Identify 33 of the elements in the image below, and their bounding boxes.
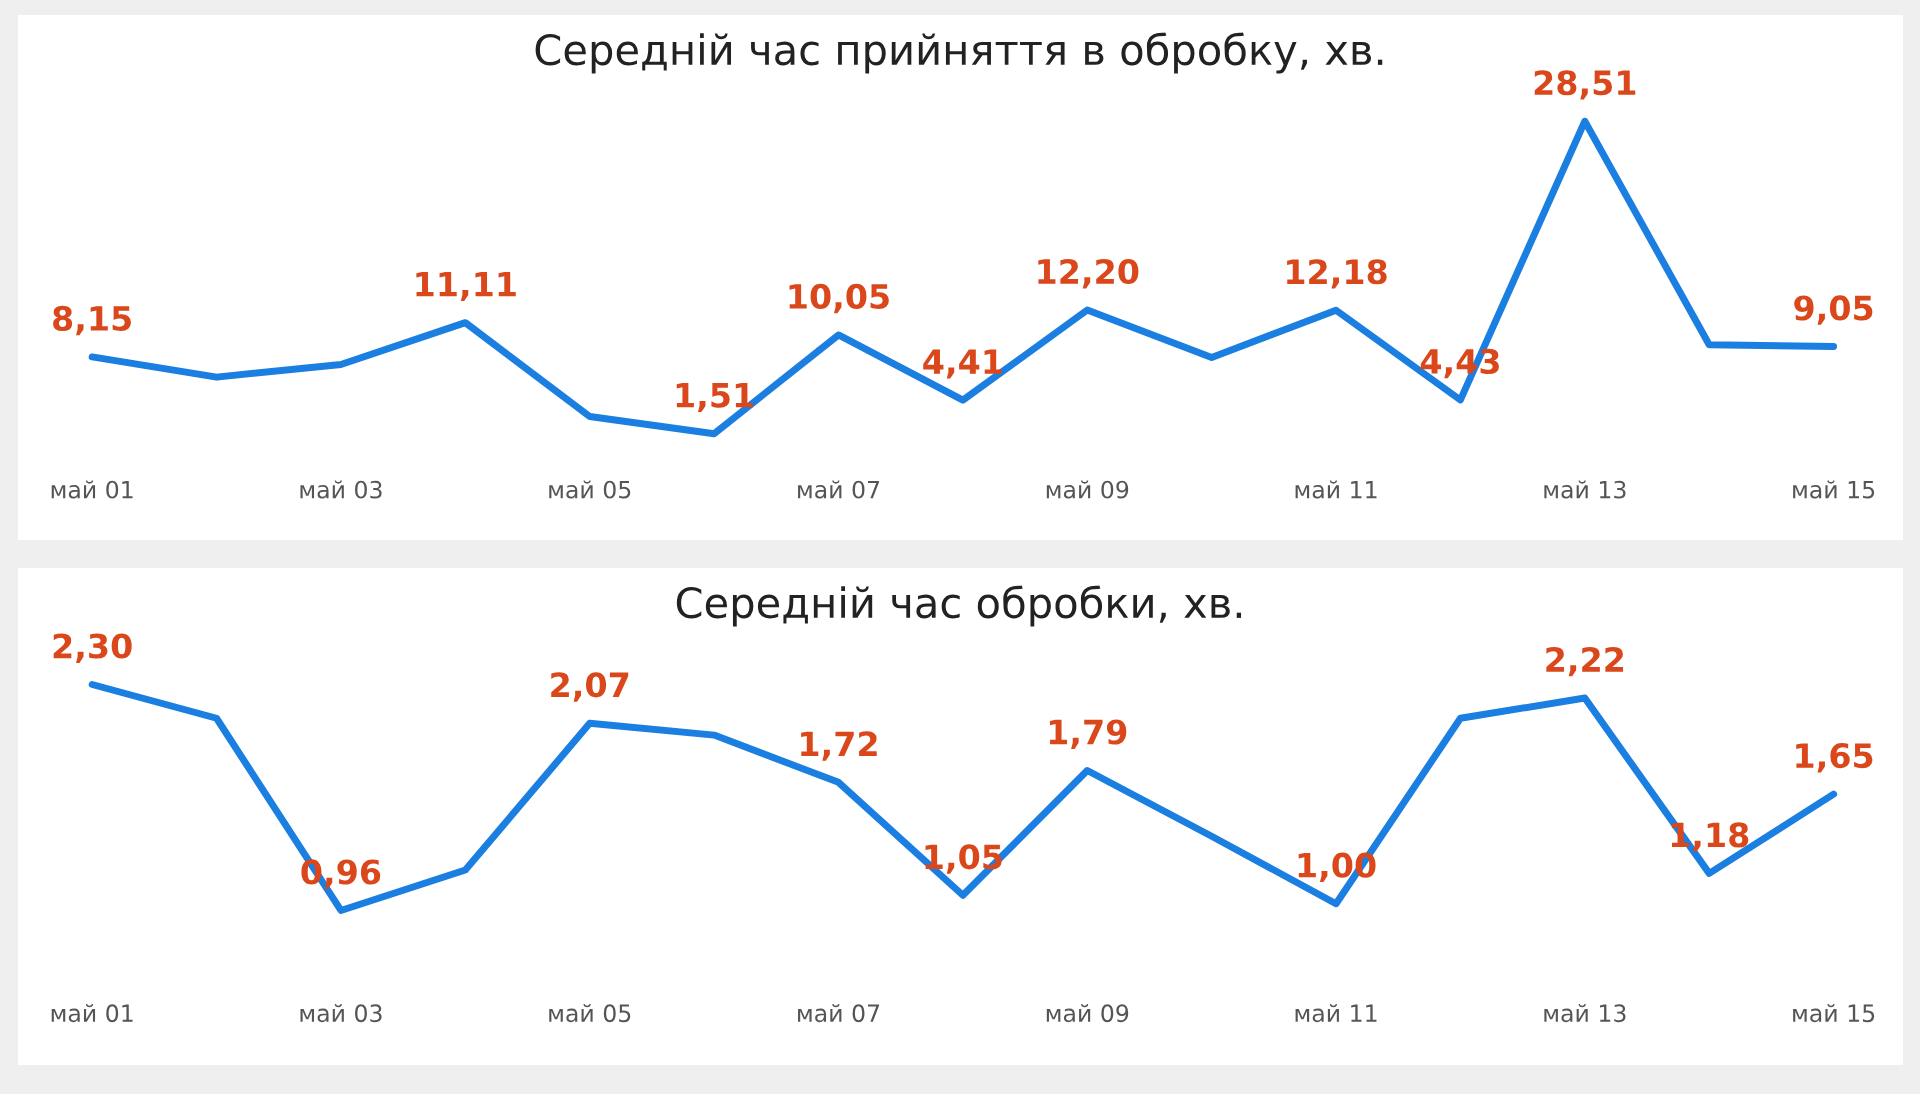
data-label: 28,51 [1534,70,1636,100]
x-tick-label: май 07 [798,480,880,499]
x-tick-label: май 05 [549,480,631,499]
data-label: 12,18 [1287,259,1387,289]
x-tick-label: май 07 [798,1004,880,1023]
x-tick-label: май 15 [1793,480,1875,499]
data-label: 2,22 [1546,646,1624,677]
x-tick-label: май 01 [51,480,133,499]
x-tick-label: май 13 [1544,1004,1626,1023]
x-tick-label: май 01 [51,1004,133,1023]
x-tick-label: май 09 [1046,480,1129,499]
data-label: 2,07 [551,672,629,702]
data-label: 9,05 [1794,295,1873,325]
x-tick-label: май 11 [1295,480,1377,499]
x-tick-label: май 03 [300,1004,382,1023]
data-label: 12,20 [1038,258,1139,289]
data-label: 4,41 [923,349,1002,379]
x-tick-label: май 03 [300,480,382,499]
x-tick-label: май 11 [1295,1004,1377,1023]
chart-title: Середній час прийняття в обробку, хв. [535,32,1383,74]
data-label: 1,79 [1049,719,1127,749]
data-label: 8,15 [53,305,131,336]
data-label: 1,65 [1796,743,1873,773]
x-tick-label: май 13 [1544,480,1626,499]
x-tick-label: май 15 [1793,1004,1875,1023]
data-label: 10,05 [789,283,889,314]
chart-title: Середній час обробки, хв. [676,585,1242,627]
data-label: 1,51 [676,383,753,413]
x-tick-label: май 09 [1046,1004,1129,1023]
data-label: 11,11 [416,271,516,301]
x-tick-label: май 05 [549,1004,631,1023]
data-label: 1,72 [801,731,877,761]
data-label: 2,30 [53,633,132,663]
